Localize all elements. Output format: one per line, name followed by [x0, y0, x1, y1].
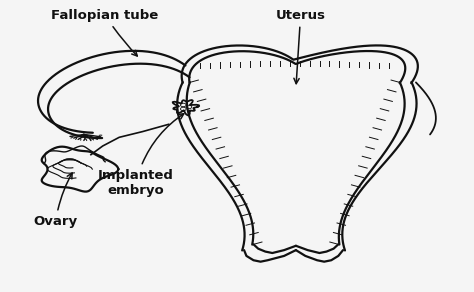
Text: Ovary: Ovary: [34, 173, 78, 228]
Text: Uterus: Uterus: [275, 9, 326, 84]
Text: Implanted
embryo: Implanted embryo: [98, 114, 184, 197]
Text: Fallopian tube: Fallopian tube: [52, 9, 159, 56]
